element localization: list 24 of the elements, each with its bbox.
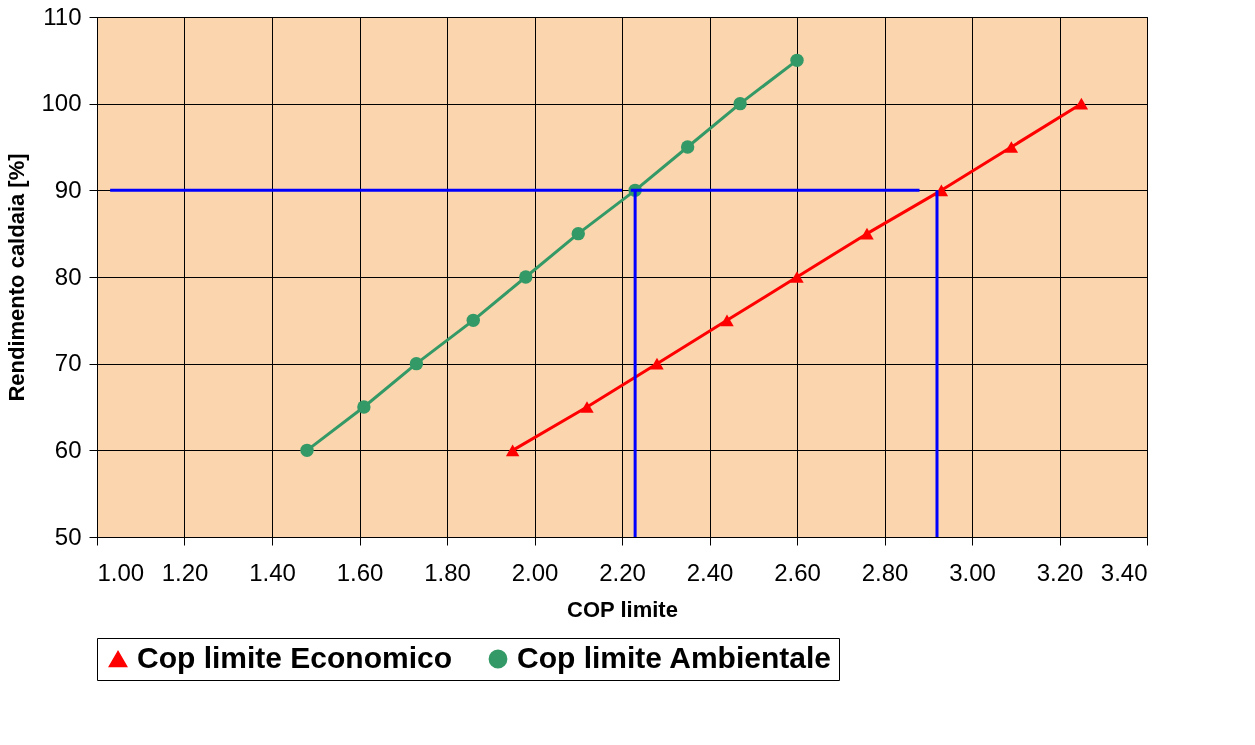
x-tick-label: 2.20 xyxy=(599,558,646,586)
y-axis-title: Rendimento caldaia [%] xyxy=(4,153,30,402)
x-tick-label: 1.20 xyxy=(161,558,209,586)
x-tick-label: 1.00 xyxy=(97,558,145,586)
x-tick-label: 1.40 xyxy=(249,558,296,586)
x-tick-label: 2.40 xyxy=(686,558,734,586)
x-tick-label: 1.80 xyxy=(424,558,471,586)
x-tick-label: 3.40 xyxy=(1100,558,1148,586)
y-tick-label: 90 xyxy=(54,175,82,203)
y-tick-label: 80 xyxy=(54,262,82,290)
y-tick-label: 50 xyxy=(54,522,82,550)
y-tick-label: 100 xyxy=(41,89,82,117)
y-tick-label: 60 xyxy=(54,435,82,463)
x-axis-title: COP limite xyxy=(567,596,678,622)
x-tick-label: 2.80 xyxy=(861,558,909,586)
y-tick-label: 70 xyxy=(54,349,82,377)
x-tick-label: 3.20 xyxy=(1036,558,1084,586)
x-tick-label: 3.00 xyxy=(949,558,996,586)
y-tick-label: 110 xyxy=(43,2,82,30)
x-tick-label: 2.60 xyxy=(774,558,821,586)
legend-label: Cop limite Economico xyxy=(137,641,453,674)
x-tick-label: 1.60 xyxy=(336,558,384,586)
legend-label: Cop limite Ambientale xyxy=(517,641,831,674)
x-tick-label: 2.00 xyxy=(511,558,559,586)
